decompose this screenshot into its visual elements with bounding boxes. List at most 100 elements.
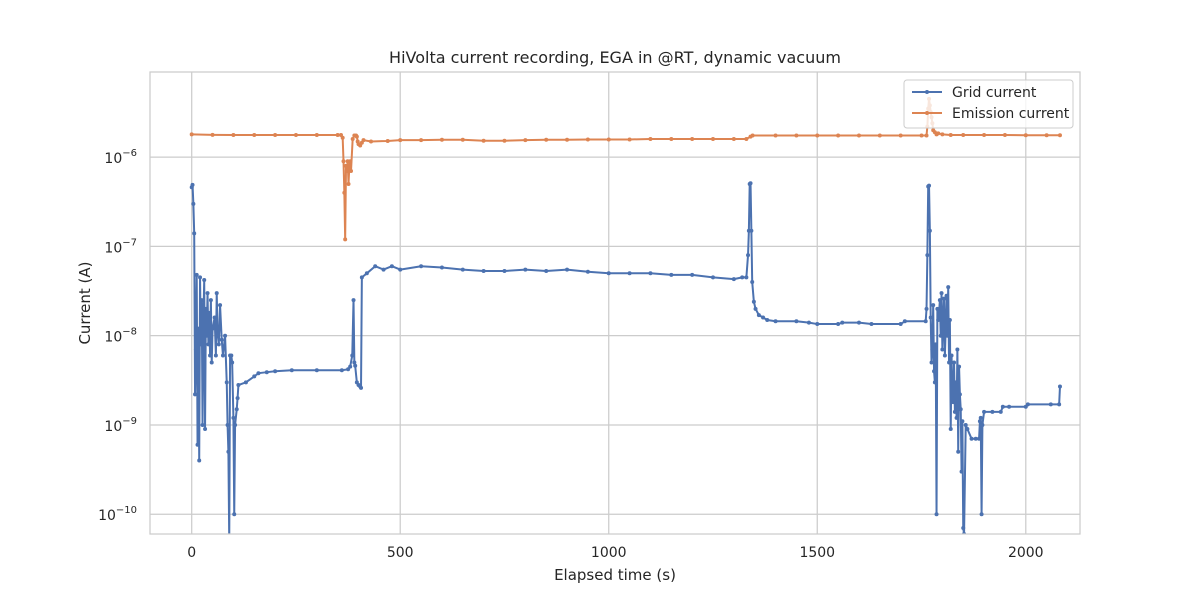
data-point-grid-current [200, 422, 205, 427]
data-point-grid-current [273, 369, 278, 374]
data-point-emission-current [936, 131, 941, 136]
data-point-grid-current [806, 320, 811, 325]
y-tick-label: 10−9 [104, 416, 137, 435]
legend-label-emission-current: Emission current [952, 106, 1070, 122]
data-point-grid-current [192, 231, 197, 236]
data-point-grid-current [359, 275, 364, 280]
data-point-grid-current [219, 337, 224, 342]
data-point-grid-current [212, 315, 217, 320]
data-point-grid-current [937, 310, 942, 315]
data-point-grid-current [969, 436, 974, 441]
data-point-grid-current [933, 342, 938, 347]
data-point-emission-current [273, 133, 278, 138]
data-point-emission-current [361, 138, 366, 143]
data-point-grid-current [389, 264, 394, 269]
data-point-grid-current [199, 298, 204, 303]
data-point-grid-current [930, 347, 935, 352]
x-tick-label: 1500 [799, 545, 835, 561]
data-point-grid-current [927, 183, 932, 188]
data-point-grid-current [264, 370, 269, 375]
data-point-grid-current [252, 374, 257, 379]
legend-marker-grid-current [925, 90, 929, 94]
data-point-grid-current [711, 275, 715, 280]
data-point-grid-current [364, 271, 369, 276]
x-tick-label: 0 [187, 545, 196, 561]
data-point-grid-current [1048, 402, 1053, 407]
data-point-grid-current [952, 360, 957, 365]
data-point-grid-current [209, 360, 214, 365]
data-point-emission-current [439, 137, 444, 142]
data-point-grid-current [740, 275, 745, 280]
data-point-grid-current [931, 303, 936, 308]
data-point-grid-current [761, 315, 766, 320]
data-point-grid-current [481, 269, 486, 274]
data-point-grid-current [753, 306, 758, 311]
data-point-grid-current [231, 415, 236, 420]
data-point-emission-current [1002, 133, 1007, 138]
data-point-grid-current [938, 333, 943, 338]
data-point-emission-current [1023, 133, 1028, 138]
data-point-emission-current [349, 169, 354, 173]
data-point-emission-current [585, 137, 590, 142]
data-point-grid-current [669, 272, 674, 277]
data-point-emission-current [354, 134, 359, 139]
data-point-emission-current [419, 138, 424, 143]
data-point-grid-current [794, 319, 799, 324]
data-point-grid-current [748, 181, 753, 186]
data-point-emission-current [669, 136, 674, 141]
data-point-grid-current [947, 360, 952, 365]
data-point-grid-current [218, 303, 223, 308]
legend: Grid current Emission current [903, 79, 1074, 129]
y-axis-label: Current (A) [76, 261, 94, 344]
data-point-emission-current [481, 138, 486, 143]
data-point-grid-current [953, 380, 958, 385]
data-point-emission-current [948, 133, 953, 138]
data-point-grid-current [194, 272, 199, 277]
data-point-grid-current [954, 415, 959, 420]
data-point-grid-current [942, 353, 947, 358]
y-tick-label: 10−6 [104, 148, 137, 167]
data-point-grid-current [204, 333, 209, 338]
data-point-grid-current [955, 347, 960, 352]
data-point-grid-current [196, 326, 201, 331]
data-point-grid-current [940, 347, 945, 352]
data-point-grid-current [208, 353, 213, 358]
data-point-grid-current [990, 409, 995, 414]
data-point-emission-current [344, 169, 349, 173]
data-point-grid-current [230, 360, 235, 365]
data-point-grid-current [961, 526, 966, 531]
data-point-grid-current [203, 427, 208, 432]
legend-label-grid-current: Grid current [952, 85, 1037, 101]
data-point-emission-current [343, 237, 348, 242]
data-point-grid-current [746, 253, 751, 258]
data-point-emission-current [344, 163, 349, 168]
data-point-grid-current [419, 264, 424, 269]
data-point-grid-current [190, 182, 195, 187]
data-point-grid-current [502, 269, 507, 274]
data-point-emission-current [815, 133, 820, 138]
data-point-emission-current [231, 133, 236, 138]
legend-box [903, 79, 1074, 129]
data-point-grid-current [223, 333, 228, 338]
data-point-grid-current [902, 319, 907, 324]
data-point-grid-current [565, 267, 570, 272]
data-point-grid-current [925, 253, 930, 258]
data-point-grid-current [840, 320, 845, 325]
data-point-grid-current [348, 364, 353, 369]
data-point-emission-current [898, 133, 903, 138]
data-point-grid-current [936, 317, 941, 322]
data-point-grid-current [220, 353, 225, 358]
data-point-grid-current [439, 265, 444, 270]
data-point-emission-current [627, 137, 632, 142]
data-point-grid-current [998, 409, 1003, 414]
data-point-emission-current [340, 135, 345, 140]
series-grid-current [189, 181, 1062, 534]
data-point-emission-current [919, 133, 924, 138]
data-point-grid-current [977, 436, 982, 441]
data-point-emission-current [341, 159, 346, 164]
data-point-grid-current [208, 298, 213, 303]
data-point-grid-current [523, 267, 528, 272]
y-axis-ticks: 10−10 10−9 10−8 10−7 10−6 [98, 148, 137, 524]
data-point-emission-current [750, 133, 755, 138]
